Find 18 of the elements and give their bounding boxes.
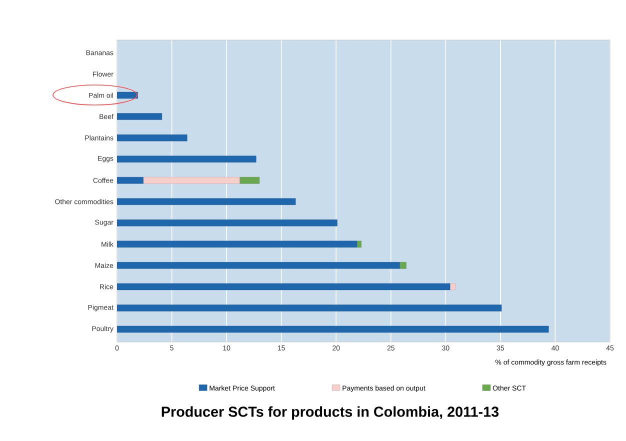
bar	[117, 304, 502, 312]
bar	[117, 326, 549, 333]
bar	[117, 156, 256, 162]
bar	[450, 283, 456, 290]
text: Producer SCTs for products in Colombia, 2011-13	[162, 406, 499, 420]
bar	[117, 134, 188, 142]
bar	[117, 177, 144, 184]
bar	[240, 177, 260, 184]
bar	[117, 92, 138, 99]
bar	[117, 283, 450, 290]
bar	[143, 177, 240, 184]
bar	[117, 198, 296, 205]
bar	[356, 240, 362, 248]
bar	[117, 220, 338, 226]
bar	[117, 113, 162, 120]
bar	[117, 240, 358, 248]
bar	[117, 262, 400, 269]
bar	[400, 262, 406, 269]
